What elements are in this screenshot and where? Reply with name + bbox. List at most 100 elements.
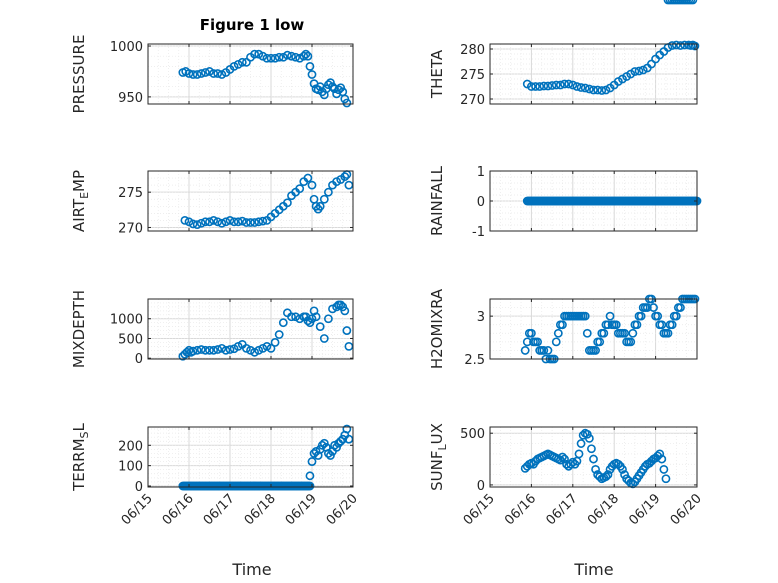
x-tick-label: 06/15 [461,491,498,528]
data-point [576,83,586,92]
data-point [221,217,231,227]
data-point [182,347,192,357]
data-point [196,218,206,228]
data-point [328,304,337,314]
data-point [311,312,321,322]
data-point [657,454,667,464]
data-point [319,334,329,343]
data-point [582,429,592,439]
panel-theta: 270 275 280 THETA [428,40,700,108]
data-point [270,53,280,63]
y-tick-label: 1 [477,165,485,180]
y-axis-label: AIRTEMP [70,170,91,232]
data-point [184,69,194,78]
data-point [282,50,292,60]
data-point [266,343,276,353]
y-tick-label: 275 [460,68,485,83]
data-point [287,51,296,61]
data-point [180,216,190,225]
data-point [595,337,605,347]
y-tick-label: 270 [460,93,485,108]
data-point [582,328,592,338]
data-point [254,217,264,227]
data-point [192,220,202,230]
data-point [217,343,227,353]
data-point [584,84,594,94]
x-tick-label: 06/19 [626,491,663,528]
x-axis-label-right: Time [573,560,613,579]
data-point [587,444,596,454]
panel-rainfall: -1 0 1 RAINFALL [428,165,702,240]
data-point [250,347,259,357]
data-point [601,472,611,482]
data-point [638,65,648,75]
data-point [315,322,325,332]
axes-box [147,298,354,360]
data-point [659,465,669,474]
x-tick-label: 06/17 [544,491,581,528]
x-tick-label: 06/16 [502,491,539,528]
data-point [303,316,313,326]
data-point [323,314,333,324]
data-point [342,424,352,434]
data-point [192,70,202,79]
data-point [225,345,235,354]
x-tick-label: 06/19 [283,491,320,528]
data-point [258,343,268,353]
data-point [553,328,563,338]
data-point [188,346,198,356]
data-point [233,341,243,351]
y-axis-label: TERRMSL [70,422,91,491]
y-tick-label: 3 [477,310,485,325]
data-point [274,330,284,339]
y-tick-label: 1000 [110,40,143,55]
y-tick-label: 1000 [110,313,143,328]
data-point [315,201,325,211]
data-point [200,68,210,77]
data-point [196,345,206,354]
data-point [676,41,685,50]
y-tick-label: 500 [460,427,485,442]
data-point [555,80,565,90]
data-point [527,328,536,338]
data-point [340,172,350,182]
data-point [603,320,613,330]
data-point [291,312,300,322]
y-tick-label: 2.5 [464,353,485,368]
y-tick-label: 950 [118,91,143,106]
data-point [340,306,350,316]
y-axis-label: PRESSURE [70,35,88,114]
x-tick-label: 06/20 [668,491,705,528]
data-point [560,79,569,89]
data-point [688,0,698,5]
data-point [634,66,644,76]
data-point [305,471,315,481]
data-point [584,433,594,443]
data-point [336,300,346,310]
data-point [270,338,280,347]
y-tick-label: -1 [472,225,485,240]
data-point [657,320,667,330]
data-point [303,51,313,61]
figure-title: Figure 1 low [200,16,305,34]
data-point [580,311,590,321]
data-point [572,82,582,91]
data-point [568,80,578,90]
data-point [209,69,218,78]
y-axis-label: H2OMIXRA [428,288,446,369]
data-point [258,216,268,226]
data-point [307,70,317,79]
data-point [593,85,603,95]
data-point [632,320,642,330]
data-point [667,320,677,330]
panel-terr-msl: 0 100 200 06/15 06/16 06/17 06/18 06/19 06/20 TER… [70,422,361,528]
y-tick-label: 200 [118,439,143,454]
data-point [266,53,276,63]
data-point [332,302,341,312]
y-tick-label: 275 [118,186,143,201]
data-series [180,170,354,230]
data-point [305,61,315,71]
data-point [642,303,652,312]
x-tick-label: 06/16 [160,491,197,528]
data-point [543,346,553,355]
